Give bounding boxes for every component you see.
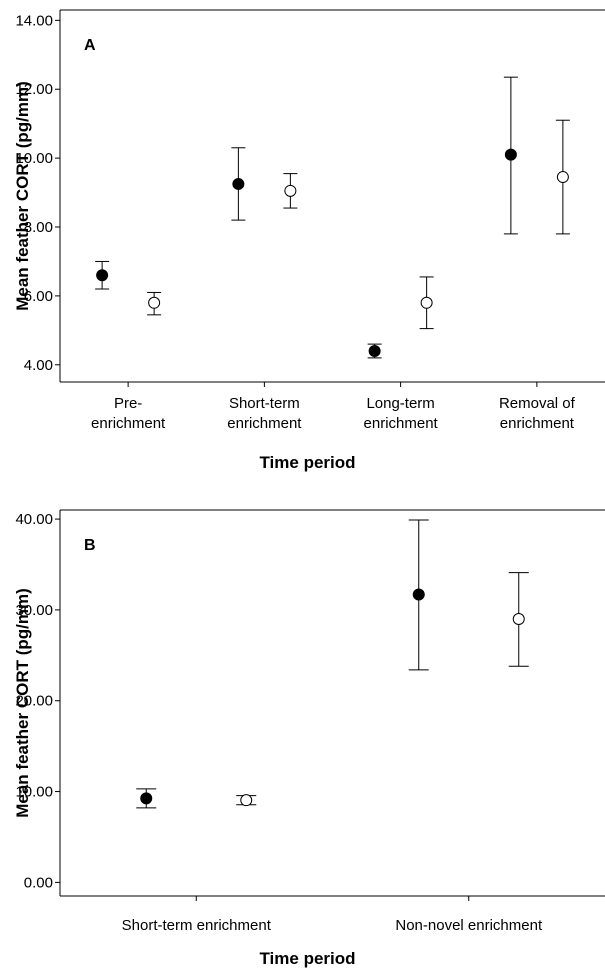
data-point-filled bbox=[504, 148, 517, 161]
x-axis-title: Time period bbox=[259, 949, 355, 968]
panel-letter: B bbox=[84, 537, 96, 554]
data-point-open bbox=[556, 171, 569, 184]
x-tick-label: Non-novel enrichment bbox=[395, 917, 543, 934]
data-point-filled bbox=[232, 177, 245, 190]
y-tick-label: 14.00 bbox=[15, 12, 53, 29]
x-tick-label: enrichment bbox=[227, 415, 302, 432]
data-point-open bbox=[512, 612, 525, 625]
y-tick-label: 30.00 bbox=[15, 602, 53, 619]
y-axis-title: Mean feather CORT (pg/mm) bbox=[13, 588, 32, 818]
y-tick-label: 8.00 bbox=[24, 219, 53, 236]
panel-letter: A bbox=[84, 37, 96, 54]
y-tick-label: 10.00 bbox=[15, 150, 53, 167]
x-tick-label: Short-term bbox=[229, 395, 300, 412]
data-point-filled bbox=[368, 345, 381, 357]
x-tick-label: Removal of bbox=[499, 395, 576, 412]
data-point-open bbox=[420, 296, 433, 309]
x-tick-label: enrichment bbox=[91, 415, 166, 432]
chart-panel-a: 4.00 6.00 8.00 10.00 12.00 14.00 Pre-enrichmen… bbox=[13, 9, 605, 472]
y-tick-label: 20.00 bbox=[15, 693, 53, 710]
y-tick-label: 4.00 bbox=[24, 357, 53, 374]
y-tick-label: 10.00 bbox=[15, 784, 53, 801]
y-tick-label: 0.00 bbox=[24, 874, 53, 891]
data-point-filled bbox=[412, 588, 425, 601]
x-tick-label: enrichment bbox=[364, 415, 439, 432]
x-tick-label: Pre- bbox=[114, 395, 142, 412]
data-point-open bbox=[284, 184, 297, 197]
y-tick-label: 40.00 bbox=[15, 511, 53, 528]
data-point-filled bbox=[96, 269, 109, 282]
x-tick-label: enrichment bbox=[500, 415, 575, 432]
chart-panel-b: 0.00 10.00 20.00 30.00 40.00 Short-term enric… bbox=[13, 509, 605, 968]
data-point-open bbox=[240, 794, 253, 807]
y-tick-label: 12.00 bbox=[15, 81, 53, 98]
y-axis-title: Mean feather CORT (pg/mm) bbox=[13, 81, 32, 311]
x-axis-title: Time period bbox=[259, 453, 355, 472]
x-tick-label: Long-term bbox=[366, 395, 434, 412]
data-point-filled bbox=[140, 792, 153, 805]
x-tick-label: Short-term enrichment bbox=[122, 917, 272, 934]
y-tick-label: 6.00 bbox=[24, 288, 53, 305]
data-point-open bbox=[148, 296, 161, 309]
